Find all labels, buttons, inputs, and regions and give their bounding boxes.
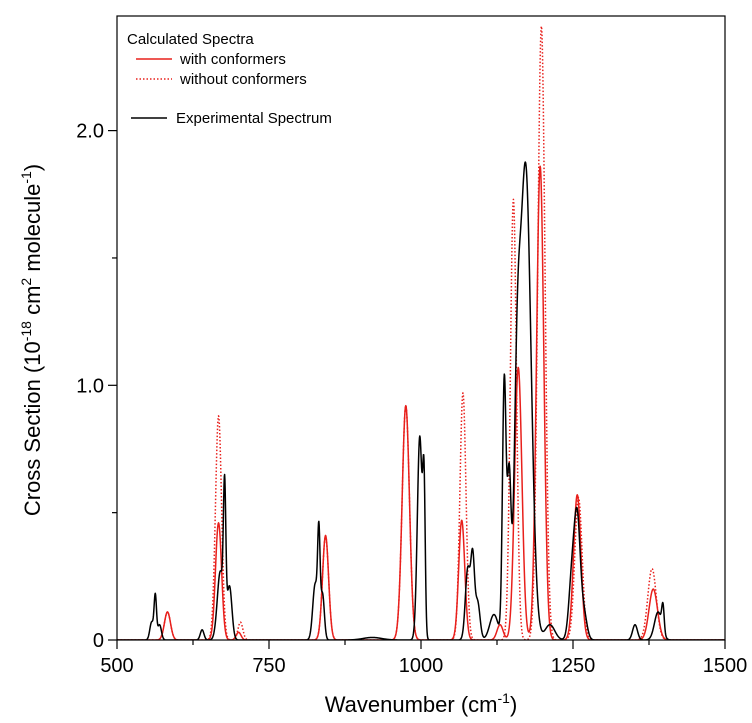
legend-group-title: Calculated Spectra — [127, 31, 254, 48]
legend-label-without-conformers: without conformers — [179, 71, 307, 88]
y-tick-label: 1.0 — [76, 375, 104, 397]
legend-label-with-conformers: with conformers — [179, 51, 286, 68]
x-tick-label: 1500 — [703, 655, 748, 677]
legend-label-experimental: Experimental Spectrum — [176, 110, 332, 127]
y-tick-label: 0 — [93, 630, 104, 652]
y-tick-label: 2.0 — [76, 121, 104, 143]
x-axis-label: Wavenumber (cm-1) — [325, 690, 518, 717]
series-line-experimental-spectrum — [117, 161, 725, 640]
x-tick-label: 1000 — [399, 655, 444, 677]
series-line-with-conformers — [117, 165, 725, 640]
legend: Calculated Spectra with conformers witho… — [127, 31, 332, 127]
x-tick-label: 500 — [100, 655, 133, 677]
series-line-without-conformers — [117, 25, 725, 640]
y-axis-label: Cross Section (10-18 cm2 molecule-1) — [18, 164, 45, 516]
x-tick-label: 1250 — [551, 655, 596, 677]
x-axis: 500 750 1000 1250 1500 — [100, 640, 747, 677]
x-tick-label: 750 — [252, 655, 285, 677]
y-axis: 0 1.0 2.0 — [76, 121, 117, 652]
